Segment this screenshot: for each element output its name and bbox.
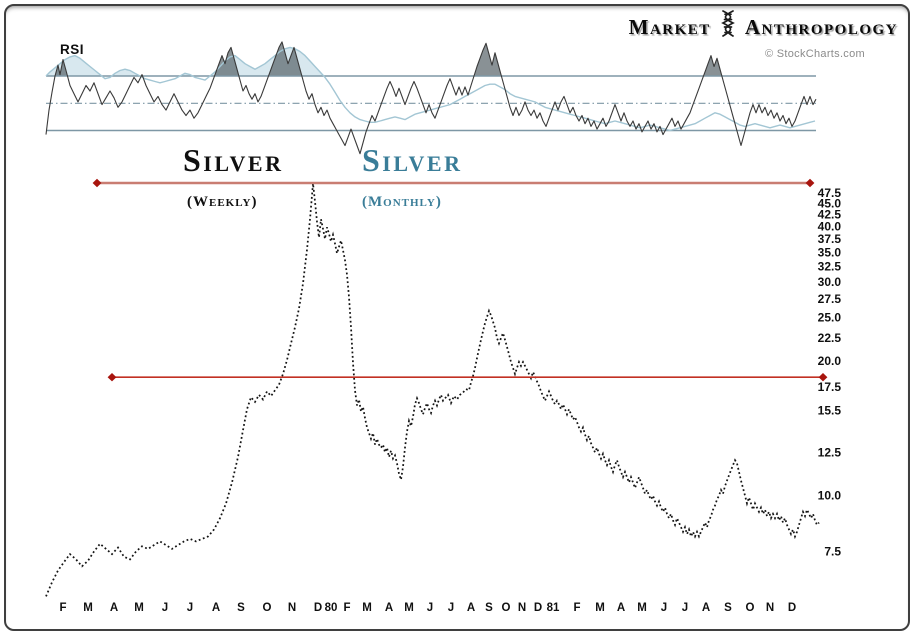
month-tick: S [237, 602, 245, 614]
month-tick: O [502, 602, 511, 614]
rsi-monthly-line [45, 46, 816, 132]
brand-word-anthropology: Anthropology [744, 14, 898, 39]
price-tick: 27.5 [818, 292, 842, 306]
rsi-label: RSI [60, 42, 84, 57]
month-tick: J [682, 602, 688, 614]
price-tick: 42.5 [818, 208, 842, 222]
price-tick: 37.5 [818, 232, 842, 246]
price-tick: 10.0 [818, 489, 842, 503]
month-tick: N [288, 602, 296, 614]
diamond-marker [818, 373, 828, 382]
chart-frame: RSI 47.5 45.0 42.5 40.0 37.5 35.0 32.5 30.0 27.5 2… [4, 4, 910, 631]
price-tick: 15.5 [818, 404, 842, 418]
diamond-marker [92, 178, 102, 188]
price-tick: 17.5 [818, 380, 842, 394]
price-tick: 47.5 [818, 186, 842, 200]
dna-helix-icon [718, 10, 738, 44]
rsi-weekly-line [45, 41, 817, 155]
price-tick: 12.5 [818, 445, 842, 459]
month-tick: A [467, 602, 475, 614]
month-tick: J [427, 602, 433, 614]
rsi-panel: RSI [45, 41, 817, 155]
month-tick: J [661, 602, 667, 614]
month-tick: A [385, 602, 393, 614]
copyright-attribution: © StockCharts.com [764, 48, 865, 60]
month-tick: F [343, 602, 350, 614]
trendline-18.4 [107, 373, 828, 382]
month-tick: N [766, 602, 774, 614]
price-tick: 20.0 [818, 354, 842, 368]
month-tick: A [110, 602, 118, 614]
month-tick: F [59, 602, 66, 614]
month-tick: M [83, 602, 93, 614]
month-tick: N [518, 602, 526, 614]
price-tick: 40.0 [818, 219, 842, 233]
brand-logo: Market Anthropology [629, 10, 898, 44]
month-tick: A [212, 602, 220, 614]
silver-chart-canvas: RSI 47.545.042.540.037.535.032.530.0 27.5 2… [45, 41, 842, 614]
series-title-silver-monthly: Silver [362, 142, 463, 178]
series-title-silver-weekly: Silver [183, 142, 284, 178]
diamond-marker [107, 373, 117, 382]
month-tick: J [162, 602, 168, 614]
month-tick: D [788, 602, 796, 614]
price-tick: 25.0 [818, 311, 842, 325]
month-tick: S [724, 602, 732, 614]
series-subtitle-monthly: (Monthly) [362, 194, 442, 210]
series-subtitle-weekly: (Weekly) [187, 194, 258, 210]
month-tick: J [187, 602, 193, 614]
price-tick: 35.0 [818, 245, 842, 259]
rsi-weekly-overbought-fill [55, 41, 722, 76]
month-tick: S [485, 602, 493, 614]
month-tick: O [263, 602, 272, 614]
month-tick: J [448, 602, 454, 614]
month-tick: O [746, 602, 755, 614]
month-tick: M [637, 602, 647, 614]
price-tick: 7.5 [824, 545, 841, 559]
month-tick: 81 [547, 602, 560, 614]
month-tick: D [534, 602, 542, 614]
price-tick: 30.0 [818, 275, 842, 289]
brand-word-market: Market [628, 14, 711, 39]
month-tick: A [702, 602, 710, 614]
month-tick: A [617, 602, 625, 614]
price-tick: 45.0 [818, 197, 842, 211]
diamond-marker [805, 178, 815, 188]
price-tick: 32.5 [818, 260, 842, 274]
price-tick: 22.5 [818, 331, 842, 345]
month-tick: M [404, 602, 414, 614]
silver-price-series [45, 183, 820, 597]
trendline-50 [92, 178, 815, 188]
month-axis: F M A M J J A S O N D 80 F M A M J J A S O N D 81 F M A M J J A S O N D [59, 602, 796, 614]
month-tick: F [573, 602, 580, 614]
month-tick: M [134, 602, 144, 614]
month-tick: 80 [325, 602, 338, 614]
month-tick: D [314, 602, 322, 614]
month-tick: M [362, 602, 372, 614]
month-tick: M [595, 602, 605, 614]
price-axis: 47.545.042.540.037.535.032.530.0 27.5 25.0… [818, 186, 842, 559]
